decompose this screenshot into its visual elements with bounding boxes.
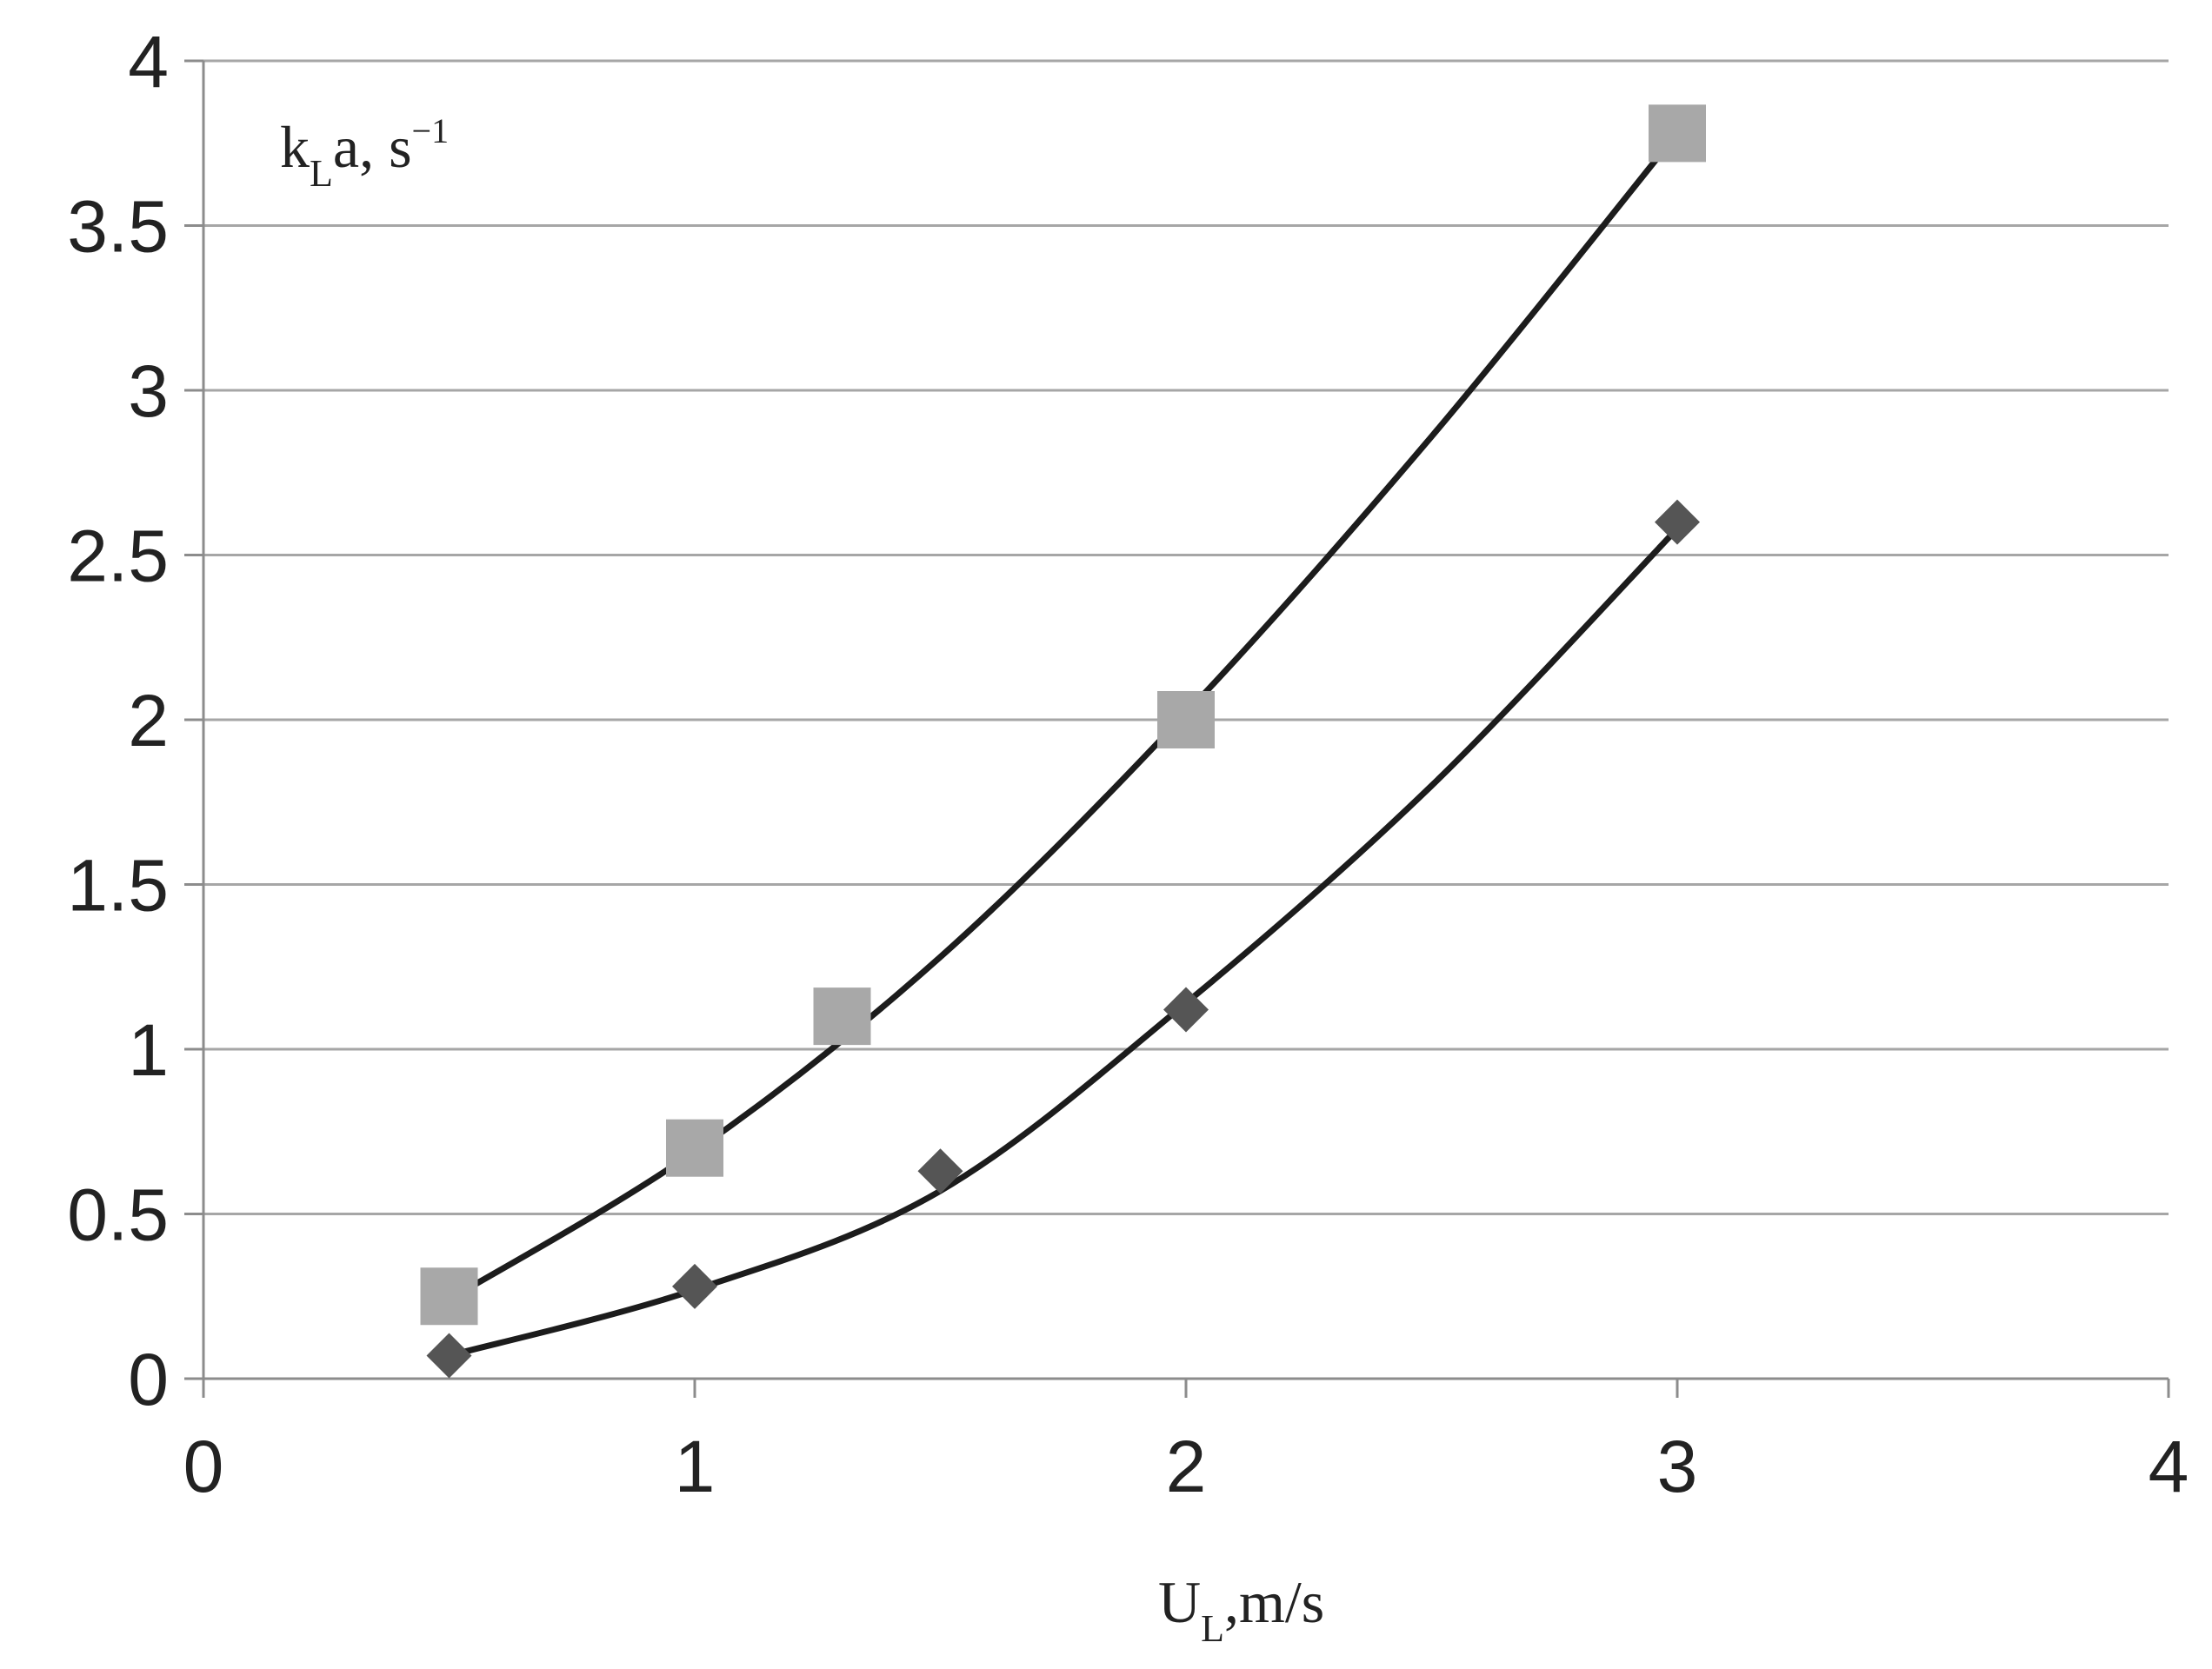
trend-lines xyxy=(446,130,1681,1359)
y-tick-label-3: 1.5 xyxy=(67,845,169,927)
x-tick-label-2: 2 xyxy=(1166,1426,1207,1507)
x-tick-label-3: 3 xyxy=(1657,1426,1698,1507)
y-tick-label-5: 2.5 xyxy=(67,515,169,597)
grid xyxy=(203,59,2169,1215)
x-axis-label: UL,m/s xyxy=(1158,1569,1324,1650)
series-2-diamond-point-1 xyxy=(426,1333,472,1379)
data-markers xyxy=(420,104,1706,1379)
series-2-diamond-point-2 xyxy=(672,1263,717,1309)
series-1-square-point-5 xyxy=(1649,104,1706,163)
y-tick-labels: 0 0.5 1 1.5 2 2.5 3 3.5 4 xyxy=(67,21,169,1420)
series-1-trend-line xyxy=(446,130,1681,1303)
y-tick-label-4: 2 xyxy=(128,680,169,761)
series-2-diamond-point-4 xyxy=(1163,987,1209,1033)
series-1-square-point-2 xyxy=(666,1119,723,1177)
axes xyxy=(184,59,2170,1398)
series-2-diamond-point-3 xyxy=(917,1148,963,1194)
x-tick-label-0: 0 xyxy=(183,1426,224,1507)
y-axis-label: kLa, s−1 xyxy=(280,111,449,195)
y-tick-label-1: 0.5 xyxy=(67,1174,169,1256)
y-tick-label-2: 1 xyxy=(128,1009,169,1091)
y-tick-label-8: 4 xyxy=(128,21,169,103)
x-tick-label-1: 1 xyxy=(675,1426,716,1507)
series-1-square-point-4 xyxy=(1157,691,1215,748)
series-2-diamond-point-5 xyxy=(1655,499,1700,545)
x-tick-label-4: 4 xyxy=(2149,1426,2189,1507)
series-1-square-point-3 xyxy=(813,987,871,1046)
y-tick-label-7: 3.5 xyxy=(67,186,169,268)
series-2-trend-line xyxy=(446,525,1681,1359)
x-tick-labels: 0 1 2 3 4 xyxy=(183,1426,2189,1507)
series-1-square-point-1 xyxy=(420,1267,478,1326)
y-tick-label-6: 3 xyxy=(128,350,169,432)
y-tick-label-0: 0 xyxy=(128,1339,169,1420)
